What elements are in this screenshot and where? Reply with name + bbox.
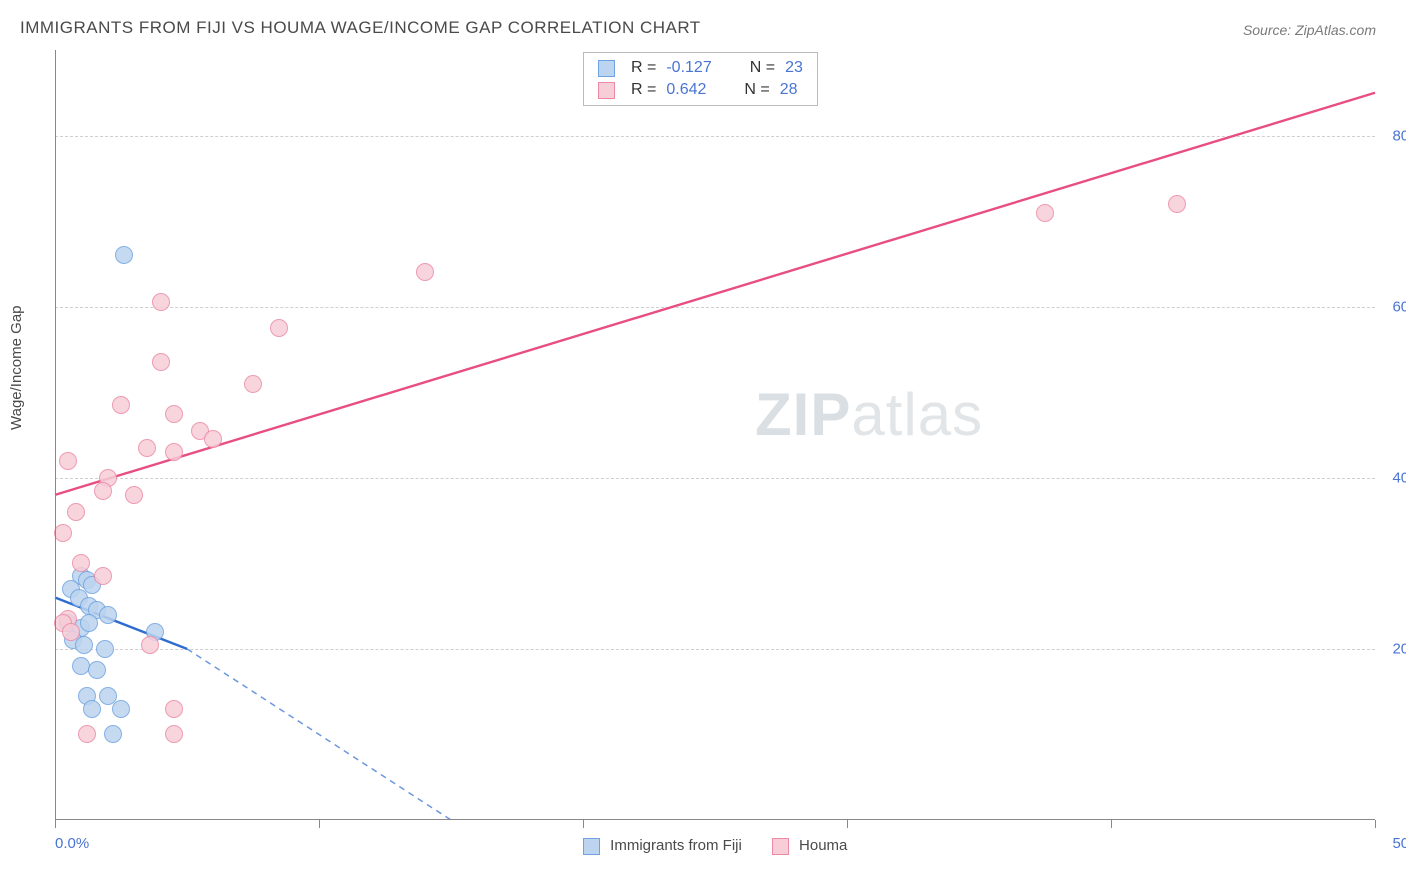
x-tick-label-max: 50.0% [1392,835,1406,852]
x-tick [1111,820,1112,828]
data-point [152,353,170,371]
legend-item-fiji: Immigrants from Fiji [583,837,742,855]
source-attribution: Source: ZipAtlas.com [1243,22,1376,38]
data-point [165,443,183,461]
stat-n-fiji: 23 [785,59,803,77]
data-point [416,263,434,281]
data-point [125,486,143,504]
y-tick-label: 80.0% [1392,127,1406,144]
data-point [99,606,117,624]
data-point [1036,204,1054,222]
data-point [96,640,114,658]
legend-label-fiji: Immigrants from Fiji [610,837,742,854]
chart-title: IMMIGRANTS FROM FIJI VS HOUMA WAGE/INCOM… [20,18,701,38]
data-point [80,614,98,632]
y-tick-label: 60.0% [1392,298,1406,315]
legend-bottom: Immigrants from Fiji Houma [583,837,847,855]
legend-swatch-houma [772,838,789,855]
data-point [54,524,72,542]
legend-label-houma: Houma [799,837,847,854]
trend-line [55,93,1375,495]
data-point [62,623,80,641]
data-point [94,482,112,500]
stats-legend: R = -0.127 N = 23 R = 0.642 N = 28 [583,52,818,106]
data-point [83,700,101,718]
stat-n-label: N = [744,81,769,99]
y-tick-label: 40.0% [1392,469,1406,486]
data-point [59,452,77,470]
x-tick [55,820,56,828]
data-point [138,439,156,457]
x-tick-label-min: 0.0% [55,835,89,852]
trend-lines-svg [55,50,1375,820]
x-axis [55,819,1375,820]
x-tick [847,820,848,828]
stats-row-houma: R = 0.642 N = 28 [598,79,803,101]
legend-item-houma: Houma [772,837,848,855]
data-point [72,554,90,572]
data-point [165,725,183,743]
y-tick-label: 20.0% [1392,640,1406,657]
stats-swatch-houma [598,82,615,99]
stat-n-label: N = [750,59,775,77]
data-point [75,636,93,654]
stat-r-fiji: -0.127 [666,59,711,77]
data-point [94,567,112,585]
x-tick [583,820,584,828]
stat-r-label: R = [631,81,656,99]
data-point [141,636,159,654]
data-point [112,700,130,718]
data-point [204,430,222,448]
x-tick [1375,820,1376,828]
stats-row-fiji: R = -0.127 N = 23 [598,57,803,79]
data-point [104,725,122,743]
trend-line-extrapolation [187,649,451,820]
data-point [244,375,262,393]
data-point [152,293,170,311]
stat-n-houma: 28 [780,81,798,99]
y-axis-label: Wage/Income Gap [8,305,25,430]
data-point [270,319,288,337]
data-point [165,700,183,718]
data-point [67,503,85,521]
data-point [165,405,183,423]
y-axis [55,50,56,820]
legend-swatch-fiji [583,838,600,855]
x-tick [319,820,320,828]
plot-area: ZIPatlas 20.0%40.0%60.0%80.0% 0.0% 50.0%… [55,50,1375,820]
data-point [1168,195,1186,213]
data-point [78,725,96,743]
data-point [112,396,130,414]
data-point [115,246,133,264]
stat-r-houma: 0.642 [666,81,706,99]
data-point [88,661,106,679]
stats-swatch-fiji [598,60,615,77]
stat-r-label: R = [631,59,656,77]
